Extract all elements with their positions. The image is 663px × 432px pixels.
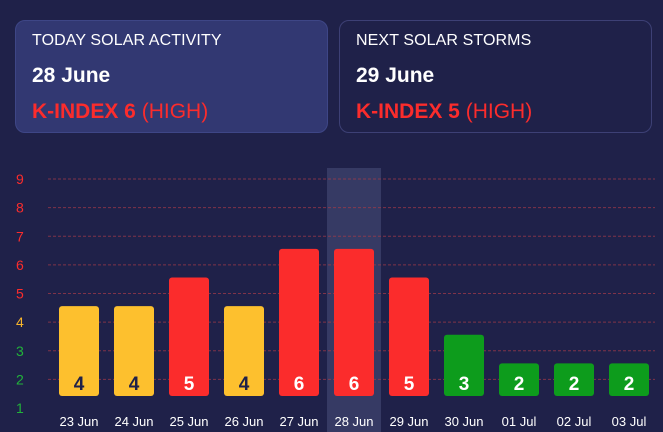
y-tick-label: 9 [16,171,24,187]
x-tick-label: 02 Jul [557,414,592,429]
bar [389,277,429,396]
x-tick-label: 25 Jun [169,414,208,429]
bar-value-label: 2 [624,374,635,395]
x-tick-label: 26 Jun [224,414,263,429]
bar [499,363,539,396]
bar [59,306,99,396]
x-tick-label: 23 Jun [59,414,98,429]
bar-value-label: 4 [74,374,85,395]
k-index-bar-chart: 1 2 3 4 5 6 7 8 9 4 4 5 4 6 6 5 3 2 2 2 23 Jun 24 Jun 25 Jun… [16,168,655,432]
today-activity-label: TODAY SOLAR ACTIVITY [32,32,222,49]
y-tick-label: 8 [16,200,24,216]
y-tick-label: 4 [16,314,24,330]
bar-value-label: 5 [404,374,415,395]
y-tick-label: 6 [16,257,24,273]
bar-value-label: 2 [569,374,580,395]
y-tick-label: 5 [16,286,24,302]
x-tick-label: 29 Jun [389,414,428,429]
x-tick-label: 24 Jun [114,414,153,429]
x-tick-label: 30 Jun [444,414,483,429]
bar-value-label: 3 [459,374,470,395]
bar-value-label: 5 [184,374,195,395]
bars: 4 4 5 4 6 6 5 3 2 2 2 [59,248,649,396]
bar-value-label: 6 [294,374,305,395]
today-kindex-value: K-INDEX 6 [32,100,136,123]
today-activity-card: TODAY SOLAR ACTIVITY 28 June K-INDEX 6 (… [15,20,328,133]
y-tick-label: 3 [16,343,24,359]
bar [609,363,649,396]
bar [114,306,154,396]
bar-value-label: 6 [349,374,360,395]
x-tick-label: 01 Jul [502,414,537,429]
x-tick-label: 28 Jun [334,414,373,429]
bar [334,248,374,396]
y-tick-label: 2 [16,371,24,387]
bar-value-label: 2 [514,374,525,395]
bar [554,363,594,396]
x-tick-label: 27 Jun [279,414,318,429]
next-kindex-value: K-INDEX 5 [356,100,460,123]
bar [444,334,484,396]
next-kindex-level: (HIGH) [465,100,533,123]
next-storm-date: 29 June [356,64,435,87]
bar-value-label: 4 [239,374,250,395]
next-storms-card: NEXT SOLAR STORMS 29 June K-INDEX 5 (HIG… [339,20,652,133]
x-axis-ticks: 23 Jun 24 Jun 25 Jun 26 Jun 27 Jun 28 Jun 29 J… [59,414,646,429]
next-kindex: K-INDEX 5 (HIGH) [356,100,635,124]
y-tick-label: 7 [16,228,24,244]
y-tick-label: 1 [16,400,24,416]
today-date: 28 June [32,64,111,87]
bar-value-label: 4 [129,374,140,395]
bar [169,277,209,396]
bar [279,248,319,396]
today-kindex: K-INDEX 6 (HIGH) [32,100,311,124]
bar [224,306,264,396]
y-axis-ticks: 1 2 3 4 5 6 7 8 9 [16,171,24,416]
today-kindex-level: (HIGH) [141,100,209,123]
x-tick-label: 03 Jul [612,414,647,429]
next-storms-label: NEXT SOLAR STORMS [356,32,532,49]
